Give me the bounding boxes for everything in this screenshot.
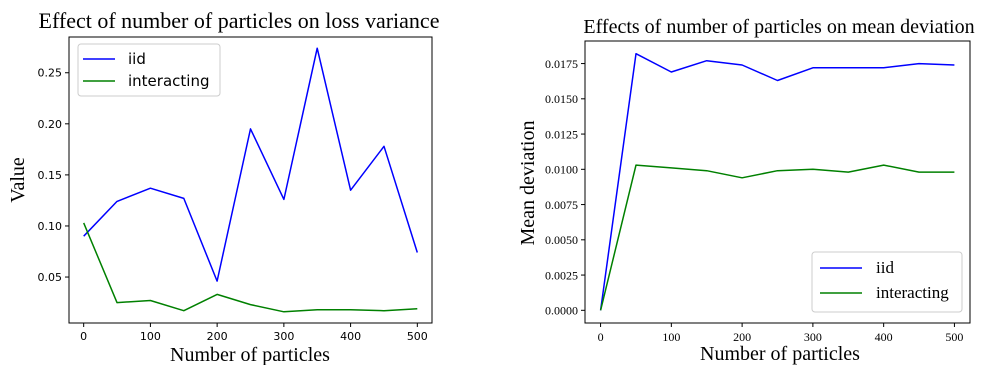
x-tick-label: 100 [140,330,161,343]
x-tick-label: 400 [875,330,893,344]
x-tick-label: 200 [207,330,228,343]
y-tick-label: 0.0000 [545,304,578,318]
series-lines [599,52,955,311]
x-tick-label: 300 [804,330,822,344]
legend-label-iid: iid [128,50,146,68]
y-tick-label: 0.20 [38,118,63,131]
legend: iid interacting [811,251,963,313]
chart-title: Effects of number of particles on mean d… [583,16,974,38]
series-line-interacting [83,222,418,313]
x-tick-label: 0 [598,330,604,344]
series-line-interacting [599,164,955,311]
x-tick-label: 500 [945,330,963,344]
legend: iid interacting [77,43,221,97]
y-tick-label: 0.10 [38,220,63,233]
series-line-iid [599,52,955,311]
chart-loss-variance: Effect of number of particles on loss va… [7,8,439,365]
y-tick-label: 0.0025 [545,268,578,282]
x-axis-ticks: 0 100 200 300 400 500 [80,323,428,343]
series-lines [83,47,419,313]
y-axis-ticks: 0.0000 0.0025 0.0050 0.0075 0.0100 0.0125 0.01… [545,57,585,318]
legend-label-iid: iid [876,258,894,277]
y-tick-label: 0.0100 [545,163,578,177]
legend-box [77,43,221,97]
x-tick-label: 0 [80,330,87,343]
y-tick-label: 0.25 [38,67,63,80]
chart-mean-deviation: Effects of number of particles on mean d… [517,16,975,365]
plot-frame [584,40,971,324]
x-axis-label: Number of particles [700,343,860,365]
x-axis-label: Number of particles [170,344,330,365]
y-axis-label: Value [7,157,29,203]
legend-label-interacting: interacting [128,72,209,90]
y-axis-ticks: 0.05 0.10 0.15 0.20 0.25 [38,67,69,284]
x-axis-ticks: 0 100 200 300 400 500 [598,323,963,344]
y-tick-label: 0.0125 [545,127,578,141]
chart-title: Effect of number of particles on loss va… [39,8,440,33]
y-tick-label: 0.05 [38,271,63,284]
x-tick-label: 200 [733,330,751,344]
legend-label-interacting: interacting [876,283,949,302]
y-tick-label: 0.0150 [545,92,578,106]
x-tick-label: 300 [273,330,294,343]
x-tick-label: 100 [662,330,680,344]
x-tick-label: 400 [340,330,361,343]
y-tick-label: 0.0075 [545,198,578,212]
legend-box [811,251,963,313]
y-tick-label: 0.15 [38,169,63,182]
x-tick-label: 500 [407,330,428,343]
y-tick-label: 0.0050 [545,233,578,247]
y-tick-label: 0.0175 [545,57,578,71]
plot-frame [68,36,433,324]
y-axis-label: Mean deviation [517,121,539,246]
series-line-iid [83,47,419,282]
